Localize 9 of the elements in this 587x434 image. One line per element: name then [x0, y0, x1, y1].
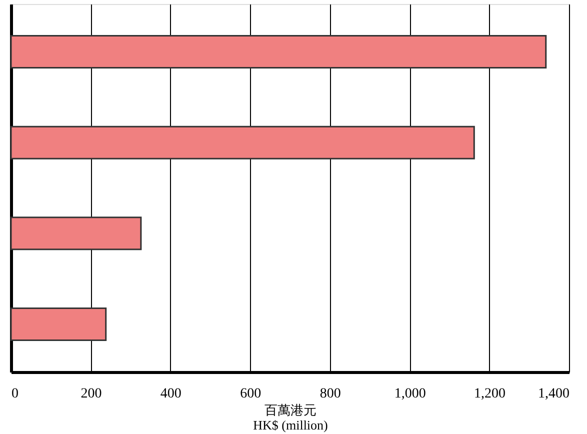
x-tick-label: 1,000: [394, 386, 426, 402]
x-tick-label: 1,400: [538, 386, 570, 402]
x-tick-label: 800: [320, 386, 341, 402]
x-tick-label: 600: [240, 386, 262, 402]
x-tick-label: 200: [80, 386, 102, 402]
x-tick-label: 0: [12, 386, 18, 402]
x-tick-label: 400: [160, 386, 182, 402]
x-axis-title: 百萬港元 HK$ (million): [253, 402, 328, 432]
x-tick-label: 1,200: [474, 386, 506, 402]
